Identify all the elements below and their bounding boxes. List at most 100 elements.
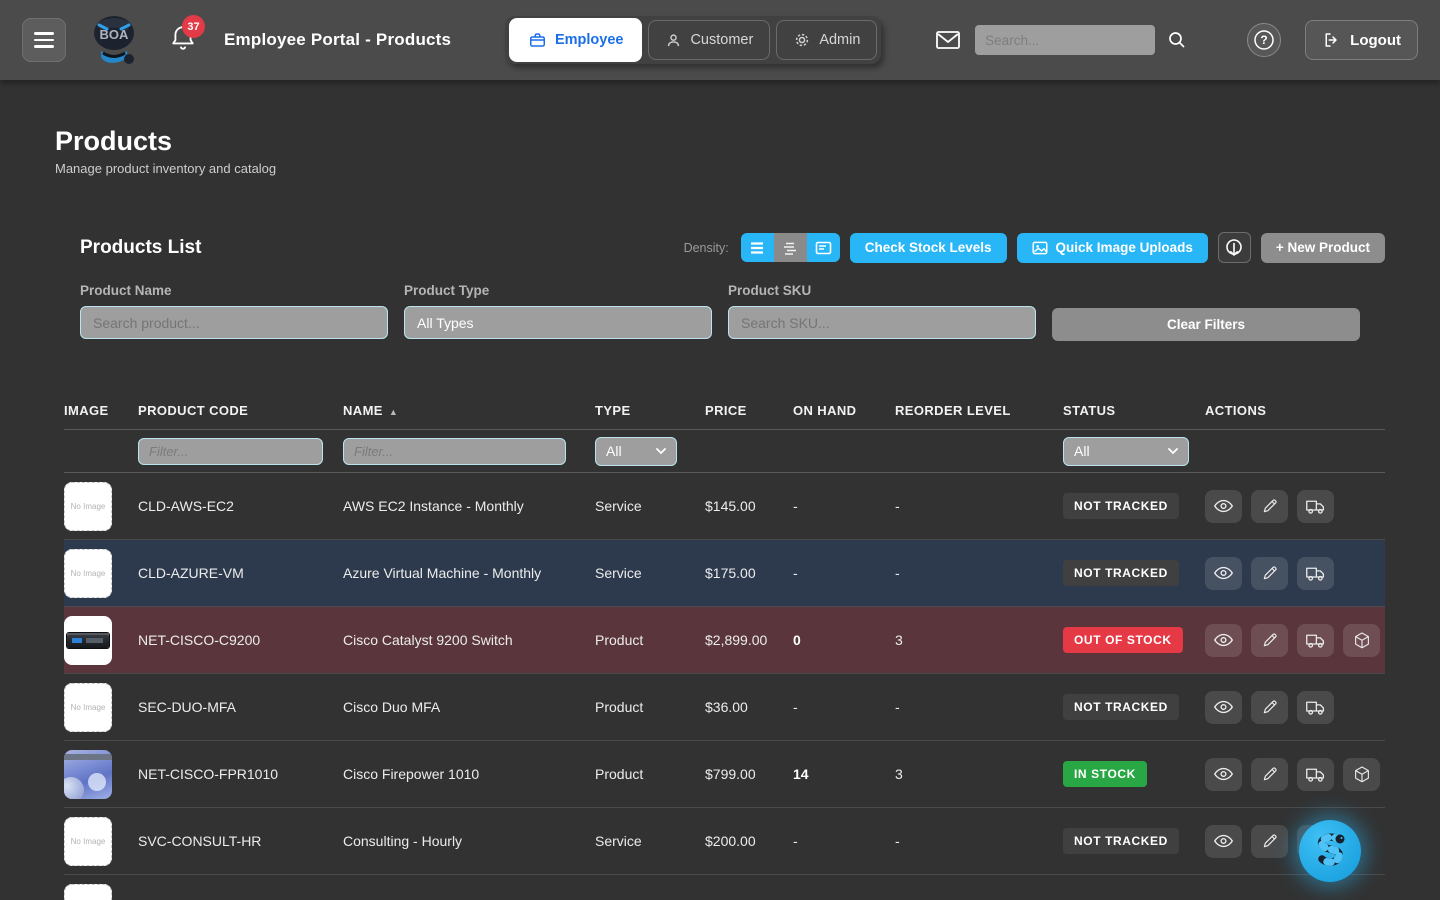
table-row[interactable]: No Image CLD-AWS-EC2 AWS EC2 Instance - … [64, 473, 1385, 540]
view-button[interactable] [1205, 624, 1242, 657]
edit-button[interactable] [1251, 691, 1288, 724]
on-hand-cell: 0 [793, 632, 895, 648]
mail-icon[interactable] [935, 29, 961, 51]
density-card-button[interactable] [807, 233, 840, 262]
view-button[interactable] [1205, 758, 1242, 791]
table-row[interactable]: No Image SVC-CONSULT-HR Consulting - Hou… [64, 808, 1385, 875]
product-name-cell: Cisco Catalyst 9200 Switch [343, 632, 595, 648]
status-column-filter-select[interactable]: All [1063, 437, 1189, 466]
product-thumbnail[interactable]: No Image [64, 549, 112, 598]
shipping-button[interactable] [1297, 490, 1334, 523]
density-comfortable-button[interactable] [741, 233, 774, 262]
shipping-button[interactable] [1297, 557, 1334, 590]
product-name-cell: Azure Virtual Machine - Monthly [343, 565, 595, 581]
product-type-cell: Service [595, 565, 705, 581]
product-thumbnail[interactable] [64, 616, 112, 665]
table-row[interactable]: NET-CISCO-C9200 Cisco Catalyst 9200 Swit… [64, 607, 1385, 674]
shipping-button[interactable] [1297, 691, 1334, 724]
col-header-on-hand[interactable]: ON HAND [793, 403, 895, 418]
global-search-input[interactable] [975, 25, 1155, 55]
product-thumbnail[interactable]: No Image [64, 817, 112, 866]
top-navbar: BOA 37 Employee Portal - Products Employ… [0, 0, 1440, 80]
tab-customer-label: Customer [690, 32, 753, 48]
col-header-reorder-level[interactable]: REORDER LEVEL [895, 403, 1063, 418]
product-thumbnail[interactable] [64, 884, 112, 900]
stock-button[interactable] [1343, 758, 1380, 791]
col-header-code[interactable]: PRODUCT CODE [138, 403, 343, 418]
product-name-filter-input[interactable] [80, 306, 388, 339]
quick-image-uploads-button[interactable]: Quick Image Uploads [1017, 233, 1208, 263]
bulk-upload-button[interactable] [1218, 232, 1251, 263]
reorder-level-cell: - [895, 699, 1063, 715]
product-name-cell: Cisco Duo MFA [343, 699, 595, 715]
col-header-name[interactable]: NAME▲ [343, 403, 595, 418]
compact-list-icon [782, 241, 798, 255]
product-thumbnail[interactable]: No Image [64, 683, 112, 732]
product-type-cell: Service [595, 833, 705, 849]
product-thumbnail[interactable] [64, 750, 112, 799]
product-type-cell: Product [595, 632, 705, 648]
notifications-bell[interactable]: 37 [170, 23, 200, 57]
view-button[interactable] [1205, 490, 1242, 523]
new-product-button[interactable]: + New Product [1261, 233, 1385, 263]
product-type-cell: Product [595, 699, 705, 715]
eye-icon [1213, 631, 1234, 649]
reorder-level-cell: 3 [895, 766, 1063, 782]
on-hand-cell: - [793, 833, 895, 849]
table-body: No Image CLD-AWS-EC2 AWS EC2 Instance - … [64, 473, 1385, 875]
tab-admin[interactable]: Admin [776, 20, 877, 60]
product-name-cell: AWS EC2 Instance - Monthly [343, 498, 595, 514]
view-button[interactable] [1205, 691, 1242, 724]
product-price-cell: $36.00 [705, 699, 793, 715]
density-compact-button[interactable] [774, 233, 807, 262]
col-header-type[interactable]: TYPE [595, 403, 705, 418]
tab-customer[interactable]: Customer [648, 20, 770, 60]
status-badge: IN STOCK [1063, 761, 1147, 787]
table-row[interactable]: No Image CLD-AZURE-VM Azure Virtual Mach… [64, 540, 1385, 607]
view-button[interactable] [1205, 557, 1242, 590]
product-thumbnail[interactable]: No Image [64, 482, 112, 531]
product-sku-filter-input[interactable] [728, 306, 1036, 339]
edit-button[interactable] [1251, 624, 1288, 657]
product-price-cell: $799.00 [705, 766, 793, 782]
status-badge: NOT TRACKED [1063, 694, 1179, 720]
clear-filters-group: Clear Filters [1052, 283, 1360, 341]
menu-button[interactable] [22, 18, 66, 62]
edit-button[interactable] [1251, 758, 1288, 791]
shipping-button[interactable] [1297, 758, 1334, 791]
code-column-filter-input[interactable] [138, 438, 323, 465]
help-button[interactable]: ? [1247, 23, 1281, 57]
type-column-filter-select[interactable]: All [595, 437, 677, 466]
edit-button[interactable] [1251, 557, 1288, 590]
pencil-icon [1261, 631, 1279, 649]
product-type-filter-select[interactable]: All Types [404, 306, 712, 339]
view-button[interactable] [1205, 825, 1242, 858]
truck-icon [1305, 565, 1326, 582]
edit-button[interactable] [1251, 825, 1288, 858]
assistant-fab-button[interactable] [1299, 820, 1361, 882]
shipping-button[interactable] [1297, 624, 1334, 657]
product-code-cell: CLD-AWS-EC2 [138, 498, 343, 514]
product-sku-filter-group: Product SKU [728, 283, 1036, 341]
table-row[interactable]: No Image SEC-DUO-MFA Cisco Duo MFA Produ… [64, 674, 1385, 741]
logout-button[interactable]: Logout [1305, 20, 1418, 60]
stock-button[interactable] [1343, 624, 1380, 657]
tab-employee[interactable]: Employee [509, 18, 643, 62]
table-header-row: IMAGE PRODUCT CODE NAME▲ TYPE PRICE ON H… [64, 391, 1385, 429]
clear-filters-button[interactable]: Clear Filters [1052, 308, 1360, 341]
edit-button[interactable] [1251, 490, 1288, 523]
on-hand-cell: - [793, 498, 895, 514]
check-stock-levels-button[interactable]: Check Stock Levels [850, 233, 1007, 263]
package-icon [1353, 631, 1371, 650]
portal-title: Employee Portal - Products [224, 30, 451, 50]
status-column-filter-value: All [1074, 443, 1090, 459]
search-icon[interactable] [1167, 30, 1187, 50]
table-row[interactable]: NET-CISCO-FPR1010 Cisco Firepower 1010 P… [64, 741, 1385, 808]
col-header-price[interactable]: PRICE [705, 403, 793, 418]
col-header-status[interactable]: STATUS [1063, 403, 1205, 418]
reorder-level-cell: - [895, 565, 1063, 581]
name-column-filter-input[interactable] [343, 438, 566, 465]
pencil-icon [1261, 832, 1279, 850]
list-icon [749, 241, 765, 255]
status-badge: NOT TRACKED [1063, 828, 1179, 854]
